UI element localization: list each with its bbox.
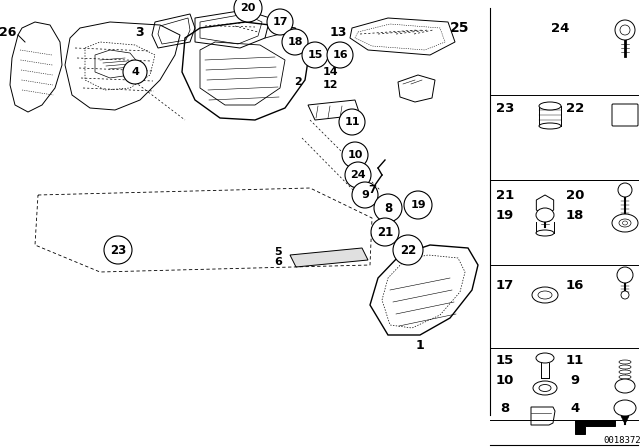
Ellipse shape [539,123,561,129]
Text: 12: 12 [323,80,338,90]
Circle shape [352,182,378,208]
Text: 7: 7 [368,185,376,195]
Text: 22: 22 [566,102,584,115]
Ellipse shape [619,370,631,374]
Circle shape [234,0,262,22]
Polygon shape [290,248,368,267]
Text: 22: 22 [400,244,416,257]
Text: 14: 14 [322,67,338,77]
Ellipse shape [532,287,558,303]
Circle shape [342,142,368,168]
Ellipse shape [619,375,631,379]
Text: 15: 15 [496,353,514,366]
Circle shape [267,9,293,35]
Text: 3: 3 [136,26,144,39]
Ellipse shape [536,208,554,222]
Text: 4: 4 [570,401,580,414]
FancyBboxPatch shape [612,104,638,126]
Text: 1: 1 [415,339,424,352]
Text: 8: 8 [500,401,509,414]
Circle shape [404,191,432,219]
Circle shape [282,29,308,55]
Text: 4: 4 [131,67,139,77]
Text: 24: 24 [551,22,569,34]
Ellipse shape [623,221,627,225]
Text: 21: 21 [377,225,393,238]
Text: 26: 26 [0,26,17,39]
Text: 20: 20 [566,189,584,202]
Text: 18: 18 [287,37,303,47]
Text: 8: 8 [384,202,392,215]
Text: 10: 10 [496,374,514,387]
Text: 21: 21 [496,189,514,202]
Text: 25: 25 [451,21,470,35]
Text: 10: 10 [348,150,363,160]
Text: 19: 19 [496,208,514,221]
Circle shape [618,183,632,197]
Text: 20: 20 [240,3,256,13]
Ellipse shape [538,291,552,299]
Text: 16: 16 [332,50,348,60]
Text: 2: 2 [294,77,302,87]
Polygon shape [621,416,629,424]
Text: 17: 17 [272,17,288,27]
Ellipse shape [612,214,638,232]
Text: 23: 23 [110,244,126,257]
Ellipse shape [619,380,631,384]
Circle shape [104,236,132,264]
Text: 18: 18 [566,208,584,221]
Text: 17: 17 [496,279,514,292]
Text: 9: 9 [570,374,580,387]
Circle shape [393,235,423,265]
Ellipse shape [619,360,631,364]
Circle shape [621,291,629,299]
Text: 11: 11 [344,117,360,127]
Text: 13: 13 [330,26,347,39]
Ellipse shape [615,379,635,393]
Circle shape [617,267,633,283]
Ellipse shape [614,400,636,416]
Text: 6: 6 [274,257,282,267]
Text: 19: 19 [410,200,426,210]
Ellipse shape [536,353,554,363]
Text: 23: 23 [496,102,514,115]
Polygon shape [575,420,615,434]
Circle shape [615,20,635,40]
Text: 16: 16 [566,279,584,292]
Ellipse shape [539,384,551,392]
Circle shape [345,162,371,188]
Text: 15: 15 [307,50,323,60]
Circle shape [302,42,328,68]
Text: 5: 5 [274,247,282,257]
Ellipse shape [619,219,631,227]
Text: 00183721: 00183721 [604,435,640,444]
Circle shape [327,42,353,68]
Circle shape [374,194,402,222]
Text: 24: 24 [350,170,366,180]
Ellipse shape [619,365,631,369]
Circle shape [339,109,365,135]
Circle shape [620,25,630,35]
Text: 11: 11 [566,353,584,366]
Ellipse shape [539,102,561,110]
Circle shape [371,218,399,246]
Circle shape [123,60,147,84]
Ellipse shape [533,381,557,395]
Text: 9: 9 [361,190,369,200]
Ellipse shape [536,230,554,236]
